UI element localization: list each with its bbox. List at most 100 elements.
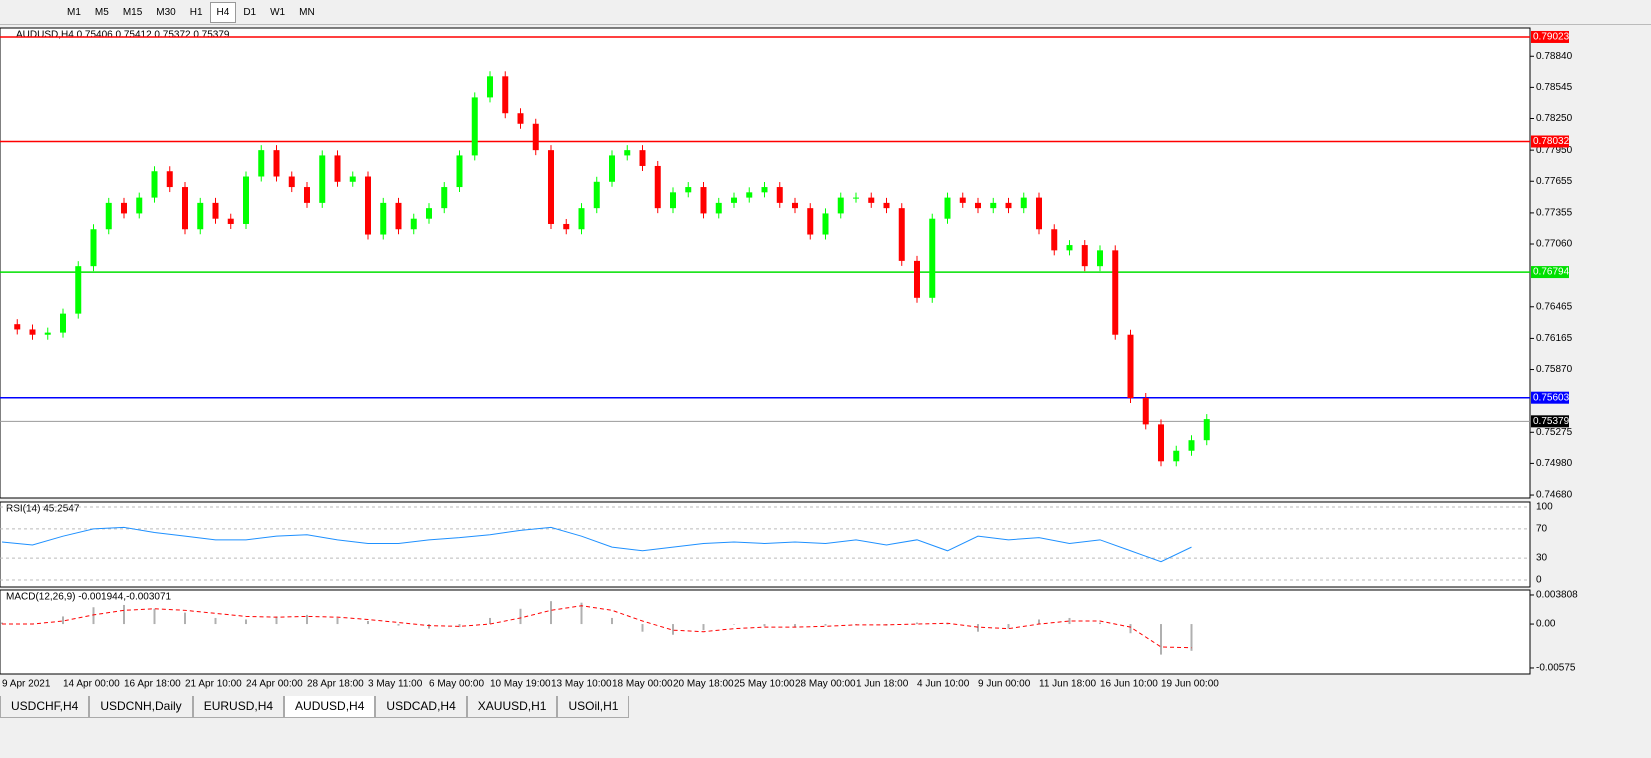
- candle: [319, 155, 326, 203]
- x-tick-label: 6 May 00:00: [429, 679, 484, 690]
- candle: [121, 202, 127, 214]
- candle: [609, 155, 615, 182]
- macd-bar: [580, 602, 583, 625]
- candle: [182, 187, 188, 230]
- macd-bar: [1160, 624, 1162, 655]
- candle: [959, 197, 966, 203]
- candle: [471, 97, 478, 156]
- candle: [441, 187, 448, 209]
- candle: [273, 150, 280, 177]
- candle: [929, 218, 936, 298]
- candle: [685, 187, 692, 193]
- candle: [304, 187, 310, 203]
- candle: [532, 123, 539, 151]
- chart-tab[interactable]: XAUUSD,H1: [466, 696, 558, 718]
- candle: [883, 202, 890, 209]
- macd-bar: [946, 624, 949, 625]
- x-tick-label: 24 Apr 00:00: [246, 679, 303, 690]
- timeframe-button[interactable]: M1: [67, 6, 81, 18]
- macd-bar: [733, 624, 735, 625]
- chart-tab[interactable]: USDCNH,Daily: [89, 696, 193, 718]
- macd-bar: [916, 622, 918, 625]
- macd-bar: [1190, 624, 1193, 651]
- candle: [1127, 334, 1134, 399]
- candle: [578, 208, 585, 230]
- macd-bar: [367, 621, 369, 625]
- price-level-box: [1531, 415, 1569, 428]
- x-tick-label: 3 May 11:00: [368, 679, 423, 690]
- chart: AUDUSD,H4 0.75406 0.75412 0.75372 0.7537…: [0, 27, 1578, 690]
- candle: [639, 150, 646, 166]
- macd-bar: [1, 622, 3, 625]
- x-tick-label: 13 May 10:00: [551, 679, 612, 690]
- y-tick-label: 0.77655: [1536, 176, 1573, 187]
- x-tick-label: 18 May 00:00: [612, 679, 673, 690]
- macd-bar: [794, 624, 796, 628]
- candle: [243, 176, 249, 224]
- x-tick-label: 19 Jun 00:00: [1161, 679, 1219, 690]
- candle: [563, 223, 570, 230]
- candle: [60, 313, 66, 333]
- macd-bar: [641, 624, 644, 632]
- x-tick-label: 14 Apr 00:00: [63, 679, 120, 690]
- y-tick-label: 0.00: [1536, 619, 1556, 630]
- macd-bar: [611, 617, 613, 625]
- candle: [197, 202, 204, 230]
- y-tick-label: 100: [1536, 502, 1553, 513]
- macd-bar: [1099, 622, 1101, 625]
- candle: [654, 165, 661, 209]
- timeframe-button[interactable]: MN: [299, 6, 315, 18]
- candle: [990, 202, 997, 209]
- candle: [212, 202, 219, 219]
- timeframe-button[interactable]: W1: [270, 6, 286, 18]
- y-tick-label: 0.77060: [1536, 239, 1573, 250]
- timeframe-button[interactable]: M30: [156, 6, 176, 18]
- x-tick-label: 28 May 00:00: [795, 679, 856, 690]
- candle: [1081, 245, 1088, 267]
- candle: [868, 197, 875, 203]
- macd-bar: [855, 624, 857, 625]
- y-tick-label: 0.74980: [1536, 458, 1573, 469]
- candle: [624, 150, 631, 156]
- x-tick-label: 4 Jun 10:00: [917, 679, 970, 690]
- timeframe-button[interactable]: H4: [209, 1, 237, 23]
- y-tick-label: 0: [1536, 575, 1542, 586]
- chart-tab[interactable]: USOil,H1: [557, 696, 630, 718]
- y-tick-label: 0.78545: [1536, 82, 1573, 93]
- candle: [166, 171, 173, 188]
- timeframe-button[interactable]: M5: [94, 6, 109, 18]
- timeframe-button[interactable]: H1: [189, 6, 203, 18]
- tabs: USDCHF,H4 USDCNH,Daily EURUSD,H4 AUDUSD,H4 U…: [0, 696, 630, 718]
- candle: [227, 218, 234, 224]
- macd-bar: [214, 617, 217, 625]
- candle: [456, 155, 463, 188]
- macd-bar: [184, 612, 186, 625]
- timeframe-button[interactable]: M15: [122, 6, 143, 18]
- y-tick-label: 70: [1536, 524, 1548, 535]
- macd-bar: [550, 601, 552, 625]
- price-level-box: [1531, 391, 1569, 404]
- candle: [898, 208, 905, 261]
- candle: [822, 213, 829, 235]
- x-tick-label: 20 May 18:00: [673, 679, 734, 690]
- x-tick-label: 9 Jun 00:00: [978, 679, 1031, 690]
- y-tick-label: 0.78840: [1536, 51, 1573, 62]
- chart-tab[interactable]: EURUSD,H4: [192, 696, 285, 718]
- candle: [334, 155, 341, 182]
- macd-bar: [763, 624, 766, 627]
- candle: [426, 208, 432, 219]
- candle: [715, 202, 722, 214]
- chart-tab[interactable]: USDCHF,H4: [0, 696, 90, 718]
- candle: [517, 113, 524, 124]
- chart-tab[interactable]: AUDUSD,H4: [284, 696, 376, 718]
- chart-tab[interactable]: USDCAD,H4: [375, 696, 467, 718]
- candle: [776, 187, 783, 203]
- price-level-label: 0.78032: [1533, 136, 1570, 147]
- candle: [29, 329, 36, 335]
- candle: [487, 76, 493, 98]
- candle: [14, 324, 21, 330]
- timeframe-button[interactable]: D1: [243, 6, 257, 18]
- price-level-box: [1531, 30, 1569, 43]
- rsi-line: [1, 526, 1192, 563]
- macd-bar: [336, 617, 339, 625]
